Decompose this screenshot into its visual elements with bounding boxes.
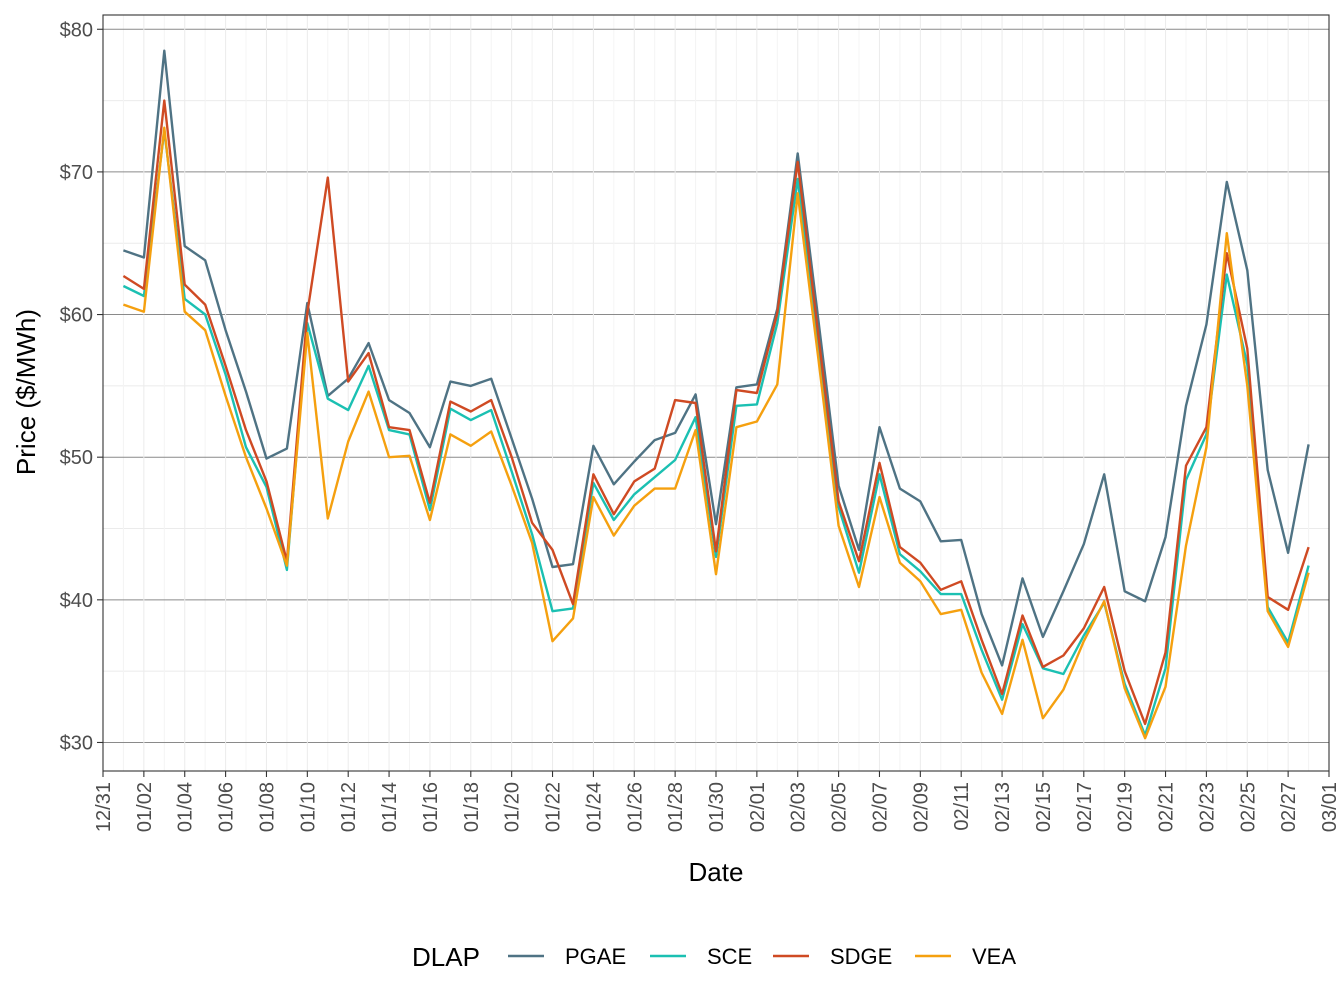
series-lines bbox=[122, 49, 1310, 740]
x-tick-label: 02/19 bbox=[1115, 782, 1137, 832]
x-tick-label: 02/27 bbox=[1278, 782, 1300, 832]
x-tick-label: 02/05 bbox=[829, 782, 851, 832]
x-tick-label: 01/06 bbox=[216, 782, 238, 832]
x-tick-label: 01/26 bbox=[624, 782, 646, 832]
x-tick-label: 02/23 bbox=[1196, 782, 1218, 832]
x-tick-label: 01/30 bbox=[706, 782, 728, 832]
x-tick-label: 01/22 bbox=[543, 782, 565, 832]
x-axis-title: Date bbox=[689, 857, 744, 887]
x-tick-label: 01/24 bbox=[583, 782, 605, 832]
x-tick-label: 02/25 bbox=[1237, 782, 1259, 832]
y-tick-label: $60 bbox=[60, 305, 93, 327]
x-tick-label: 01/16 bbox=[420, 782, 442, 832]
legend-label-pgae: PGAE bbox=[565, 944, 626, 969]
y-tick-label: $30 bbox=[60, 732, 93, 754]
y-tick-label: $50 bbox=[60, 447, 93, 469]
x-tick-label: 02/17 bbox=[1074, 782, 1096, 832]
x-tick-label: 02/13 bbox=[992, 782, 1014, 832]
x-tick-label: 01/28 bbox=[665, 782, 687, 832]
x-tick-label: 01/18 bbox=[461, 782, 483, 832]
x-tick-label: 01/12 bbox=[338, 782, 360, 832]
y-axis: $30 $40 $50 $60 $70 $80 bbox=[60, 19, 103, 754]
x-tick-label: 01/14 bbox=[379, 782, 401, 832]
y-axis-title: Price ($/MWh) bbox=[11, 309, 41, 475]
series-line-sdge bbox=[122, 99, 1310, 726]
x-tick-label: 01/02 bbox=[134, 782, 156, 832]
legend: DLAP PGAE SCE SDGE VEA bbox=[412, 942, 1016, 972]
x-tick-label: 12/31 bbox=[93, 782, 115, 832]
y-tick-label: $40 bbox=[60, 590, 93, 612]
x-axis: 12/31 01/02 01/04 01/06 01/08 01/10 01/12 01/14… bbox=[93, 771, 1341, 832]
y-tick-label: $70 bbox=[60, 162, 93, 184]
legend-label-vea: VEA bbox=[972, 944, 1016, 969]
major-gridlines bbox=[102, 15, 1330, 771]
legend-label-sdge: SDGE bbox=[830, 944, 892, 969]
x-tick-label: 02/11 bbox=[951, 782, 973, 831]
series-line-pgae bbox=[123, 49, 1310, 667]
x-tick-label: 01/08 bbox=[256, 782, 278, 832]
legend-title: DLAP bbox=[412, 942, 480, 972]
legend-label-sce: SCE bbox=[707, 944, 752, 969]
x-tick-label: 02/21 bbox=[1156, 782, 1178, 832]
series-line-vea bbox=[123, 126, 1310, 740]
x-tick-label: 02/07 bbox=[869, 782, 891, 832]
x-tick-label: 01/10 bbox=[297, 782, 319, 832]
x-tick-label: 02/09 bbox=[910, 782, 932, 832]
x-tick-label: 02/15 bbox=[1033, 782, 1055, 832]
x-tick-label: 01/20 bbox=[502, 782, 524, 832]
x-tick-label: 02/03 bbox=[788, 782, 810, 832]
minor-gridlines bbox=[103, 15, 1329, 771]
y-tick-label: $80 bbox=[60, 19, 93, 41]
x-tick-label: 03/01 bbox=[1319, 782, 1341, 832]
x-tick-label: 01/04 bbox=[175, 782, 197, 832]
x-tick-label: 02/01 bbox=[747, 782, 769, 832]
